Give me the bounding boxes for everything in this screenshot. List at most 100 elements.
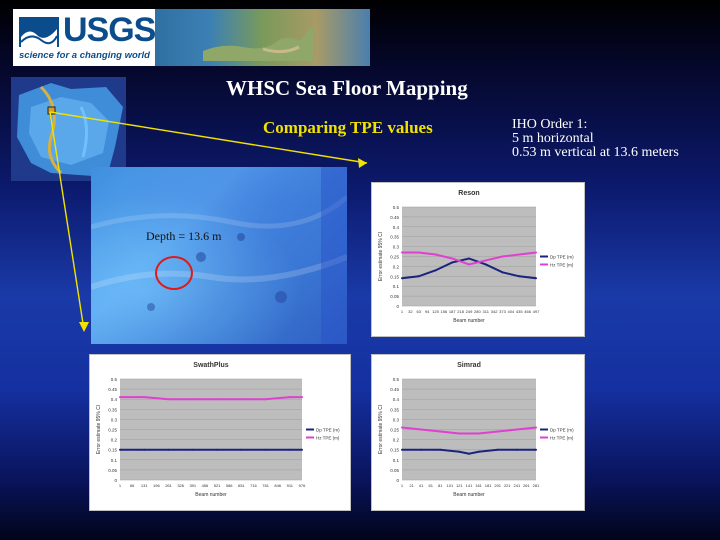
x-tick-label: 911: [287, 483, 294, 488]
x-tick-label: 1: [401, 309, 404, 314]
y-tick-label: 0.05: [390, 294, 399, 299]
reson-chart: Reson 0 0.05 0.1 0.15 0.2 0.25 0.3 0.35 0.4 0.45 0.…: [378, 190, 574, 324]
series-point: [501, 255, 504, 258]
x-tick-label: 249: [466, 309, 473, 314]
legend-label: Dp TPE (m): [550, 255, 574, 260]
legend-label: Dp TPE (m): [550, 428, 574, 433]
y-tick-label: 0: [396, 304, 399, 309]
x-axis-label: Beam number: [453, 318, 485, 324]
x-tick-label: 521: [214, 483, 221, 488]
x-tick-label: 280: [474, 309, 481, 314]
iho-spec: IHO Order 1: 5 m horizontal 0.53 m verti…: [512, 118, 679, 160]
y-tick-label: 0.1: [111, 458, 118, 463]
series-point: [535, 277, 537, 280]
y-tick-label: 0.5: [111, 377, 118, 382]
y-tick-label: 0.25: [390, 428, 399, 433]
series-point: [240, 398, 243, 401]
chart-panel-simrad: Simrad 0 0.05 0.1 0.15 0.2 0.25 0.3 0.35 0.4 0.45 0…: [371, 354, 585, 511]
series-point: [458, 432, 461, 435]
x-tick-label: 63: [417, 309, 422, 314]
x-tick-label: 326: [177, 483, 184, 488]
series-point: [434, 269, 437, 272]
series-point: [451, 261, 454, 264]
series-point: [535, 426, 537, 429]
usgs-wave-icon: [19, 17, 59, 47]
series-point: [515, 448, 518, 451]
y-tick-label: 0.35: [108, 407, 117, 412]
y-tick-label: 0.3: [393, 245, 400, 250]
page-title: WHSC Sea Floor Mapping: [226, 76, 468, 100]
usgs-logo: USGS science for a changing world: [13, 9, 156, 66]
series-point: [501, 271, 504, 274]
x-tick-label: 281: [533, 483, 540, 488]
x-tick-label: 391: [189, 483, 196, 488]
x-tick-label: 261: [165, 483, 172, 488]
series-point: [468, 452, 470, 455]
y-tick-label: 0.15: [390, 448, 399, 453]
chart-panel-reson: Reson 0 0.05 0.1 0.15 0.2 0.25 0.3 0.35 0.4 0.45 0.…: [371, 182, 585, 337]
y-tick-label: 0.2: [393, 264, 400, 269]
y-axis-label: Error estimate 95% CI: [96, 405, 102, 454]
regional-map-image: [11, 77, 126, 181]
series-point: [119, 448, 121, 451]
y-tick-label: 0.3: [111, 417, 118, 422]
x-tick-label: 141: [466, 483, 473, 488]
x-tick-label: 311: [483, 309, 490, 314]
series-point: [288, 396, 291, 399]
x-tick-label: 716: [250, 483, 257, 488]
y-tick-label: 0.25: [390, 255, 399, 260]
y-tick-label: 0.05: [390, 468, 399, 473]
x-tick-label: 66: [130, 483, 135, 488]
x-tick-label: 61: [428, 483, 433, 488]
series-point: [496, 430, 499, 433]
chart-title: Reson: [458, 190, 479, 197]
legend-label: Hz TPE (m): [550, 263, 574, 268]
chart-panel-swathplus: SwathPlus 0 0.05 0.1 0.15 0.2 0.25 0.3 0.35 0.4 0.…: [89, 354, 351, 511]
iho-order-label: IHO Order 1:: [512, 117, 588, 132]
series-point: [484, 263, 487, 266]
x-tick-label: 497: [533, 309, 540, 314]
x-tick-label: 221: [504, 483, 511, 488]
y-tick-label: 0.5: [393, 205, 400, 210]
y-tick-label: 0.45: [108, 387, 117, 392]
x-tick-label: 121: [456, 483, 463, 488]
x-tick-label: 456: [202, 483, 209, 488]
x-tick-label: 1: [401, 483, 404, 488]
series-point: [301, 448, 303, 451]
series-point: [240, 448, 243, 451]
x-tick-label: 651: [238, 483, 245, 488]
pointer-arrow-down: [79, 322, 89, 332]
x-tick-label: 94: [425, 309, 430, 314]
series-point: [439, 430, 442, 433]
series-point: [143, 396, 146, 399]
depth-label: Depth = 13.6 m: [146, 229, 222, 243]
series-point: [264, 398, 267, 401]
x-tick-label: 161: [475, 483, 482, 488]
x-tick-label: 101: [447, 483, 454, 488]
series-point: [468, 432, 470, 435]
page-subtitle: Comparing TPE values: [263, 118, 433, 137]
series-point: [484, 259, 487, 262]
x-tick-label: 32: [408, 309, 413, 314]
legend-label: Hz TPE (m): [550, 436, 574, 441]
y-tick-label: 0.2: [111, 438, 118, 443]
x-axis-label: Beam number: [195, 492, 227, 498]
series-point: [518, 253, 521, 256]
y-tick-label: 0.4: [393, 225, 400, 230]
x-tick-label: 156: [441, 309, 448, 314]
x-tick-label: 373: [499, 309, 506, 314]
iho-vertical: 0.53 m vertical at 13.6 meters: [512, 145, 679, 160]
x-tick-label: 976: [299, 483, 306, 488]
series-point: [401, 448, 403, 451]
y-tick-label: 0.2: [393, 438, 400, 443]
x-tick-label: 196: [153, 483, 160, 488]
series-point: [458, 450, 461, 453]
y-tick-label: 0.45: [390, 215, 399, 220]
x-tick-label: 1: [119, 483, 122, 488]
x-tick-label: 241: [514, 483, 521, 488]
legend-label: Hz TPE (m): [316, 436, 340, 441]
series-point: [535, 251, 537, 254]
series-point: [167, 448, 170, 451]
usgs-banner: USGS science for a changing world: [13, 9, 370, 66]
x-tick-label: 81: [438, 483, 443, 488]
